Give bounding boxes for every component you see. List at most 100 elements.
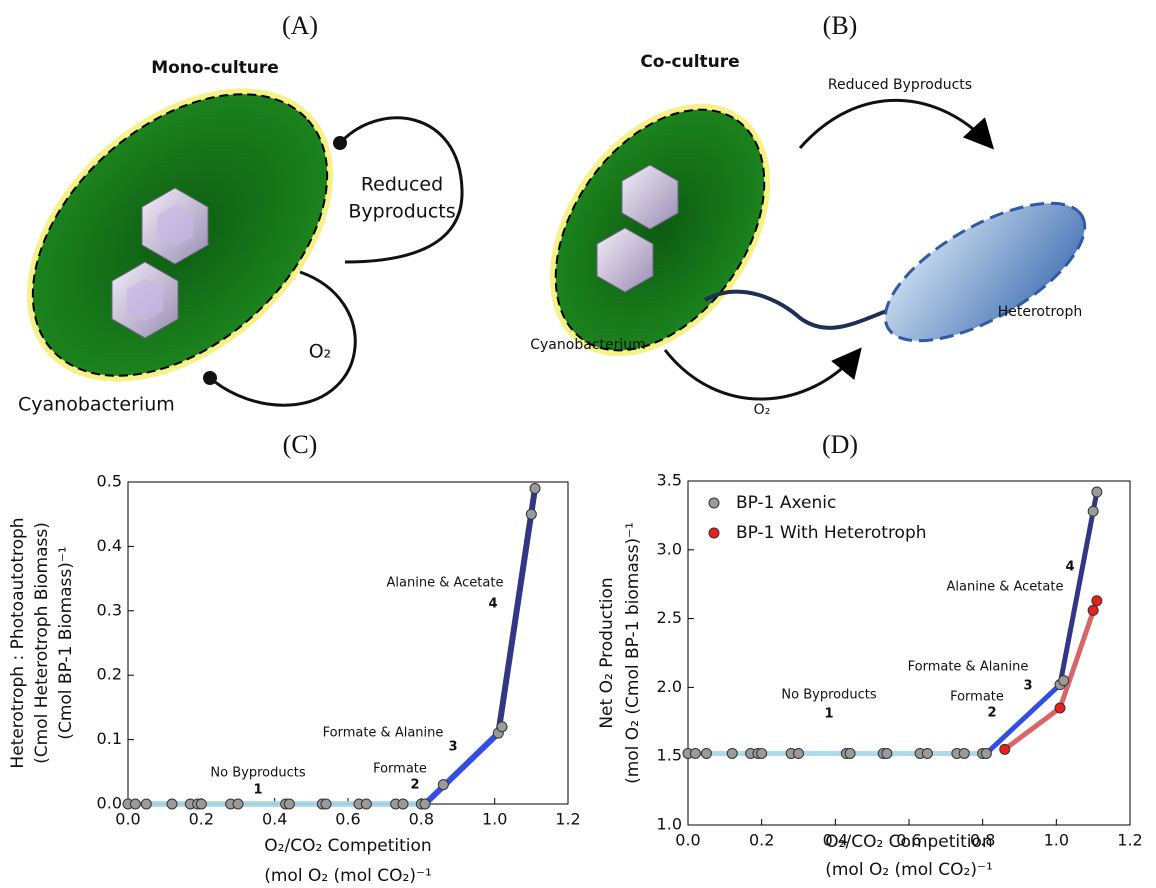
point — [1088, 506, 1098, 516]
point — [420, 799, 430, 809]
point — [398, 799, 408, 809]
point — [922, 748, 932, 758]
annotation: 1 — [253, 783, 262, 798]
annotation: 1 — [824, 707, 833, 722]
y-tick-label: 0.2 — [97, 665, 122, 684]
x-axis-label: (mol O₂ (mol CO₂)⁻¹ — [825, 860, 993, 880]
legend-marker — [709, 498, 719, 508]
dot — [333, 136, 347, 150]
figure: (A) Mono-culture Reduced Byproducts O₂ C… — [0, 0, 1156, 888]
legend-label: BP-1 Axenic — [736, 493, 836, 513]
point — [1055, 703, 1065, 713]
y-tick-label: 3.5 — [657, 471, 682, 490]
point — [727, 748, 737, 758]
y-axis-label: Net O₂ Production — [597, 577, 617, 728]
label: Reduced — [361, 174, 443, 196]
point — [130, 799, 140, 809]
arrow — [800, 100, 990, 148]
x-tick-label: 0.2 — [189, 810, 214, 829]
point — [1000, 744, 1010, 754]
point — [196, 799, 206, 809]
cell — [0, 30, 389, 439]
annotation: No Byproducts — [781, 688, 876, 703]
y-tick-label: 1.0 — [657, 815, 682, 834]
x-axis-label: O₂/CO₂ Competition — [825, 832, 992, 852]
x-tick-label: 1.2 — [1117, 831, 1142, 850]
point — [530, 483, 540, 493]
panel-label: (B) — [823, 11, 858, 40]
y-tick-label: 0.3 — [97, 600, 122, 619]
point — [845, 748, 855, 758]
x-tick-label: 0.4 — [262, 810, 287, 829]
y-tick-label: 1.5 — [657, 746, 682, 765]
point — [497, 722, 507, 732]
point — [233, 799, 243, 809]
annotation: Alanine & Acetate — [947, 580, 1064, 595]
point — [141, 799, 151, 809]
label: Cyanobacterium — [18, 394, 175, 416]
annotation: 4 — [488, 597, 497, 612]
y-tick-label: 3.0 — [657, 539, 682, 558]
label: Cyanobacterium — [530, 337, 646, 353]
point — [794, 748, 804, 758]
y-axis-label: (mol O₂ (Cmol BP-1 biomass)⁻¹ — [623, 522, 643, 784]
point — [361, 799, 371, 809]
point — [284, 799, 294, 809]
annotation: 3 — [448, 740, 457, 755]
label: O₂ — [754, 402, 771, 418]
label: O₂ — [309, 341, 332, 363]
point — [438, 780, 448, 790]
y-axis-label: (Cmol Heterotroph Biomass) — [32, 522, 52, 764]
point — [1088, 605, 1098, 615]
panel-title: Co-culture — [640, 52, 739, 72]
annotation: Formate & Alanine — [908, 660, 1029, 675]
y-axis-label: (Cmol BP-1 Biomass)⁻¹ — [56, 546, 76, 739]
line — [498, 488, 535, 733]
x-tick-label: 1.2 — [555, 810, 580, 829]
point — [167, 799, 177, 809]
annotation: Formate — [950, 690, 1004, 705]
point — [701, 748, 711, 758]
point — [959, 748, 969, 758]
annotation: No Byproducts — [210, 766, 305, 781]
panel-label: (A) — [282, 11, 318, 40]
y-tick-label: 2.0 — [657, 677, 682, 696]
y-tick-label: 0.1 — [97, 729, 122, 748]
y-axis-label: Heterotroph : Photoautotroph — [8, 517, 28, 768]
x-tick-label: 0.6 — [335, 810, 360, 829]
x-tick-label: 1.0 — [1044, 831, 1069, 850]
plot-frame — [128, 482, 568, 804]
y-tick-label: 2.5 — [657, 608, 682, 627]
x-axis-label: (mol O₂ (mol CO₂)⁻¹ — [264, 866, 432, 886]
y-tick-label: 0.0 — [97, 794, 122, 813]
chart-title: (C) — [283, 430, 318, 459]
y-tick-label: 0.5 — [97, 472, 122, 491]
chart-title: (D) — [822, 430, 858, 459]
point — [690, 748, 700, 758]
point — [757, 748, 767, 758]
point — [1092, 487, 1102, 497]
label: Byproducts — [348, 201, 455, 223]
legend-label: BP-1 With Heterotroph — [736, 523, 927, 543]
point — [321, 799, 331, 809]
x-tick-label: 0.8 — [409, 810, 434, 829]
x-tick-label: 0.2 — [749, 831, 774, 850]
panel-title: Mono-culture — [151, 58, 279, 78]
point — [1092, 596, 1102, 606]
annotation: 3 — [1023, 679, 1032, 694]
point — [882, 748, 892, 758]
line — [425, 733, 498, 804]
annotation: 2 — [410, 778, 419, 793]
y-tick-label: 0.4 — [97, 536, 122, 555]
legend-marker — [709, 528, 719, 538]
annotation: Formate & Alanine — [323, 726, 444, 741]
line — [1005, 601, 1097, 750]
dot — [203, 371, 217, 385]
arrow — [665, 350, 858, 399]
annotation: 2 — [987, 706, 996, 721]
heterotroph — [865, 176, 1105, 368]
flagellum — [705, 292, 895, 328]
label: Reduced Byproducts — [828, 77, 972, 93]
point — [981, 748, 991, 758]
x-tick-label: 1.0 — [482, 810, 507, 829]
